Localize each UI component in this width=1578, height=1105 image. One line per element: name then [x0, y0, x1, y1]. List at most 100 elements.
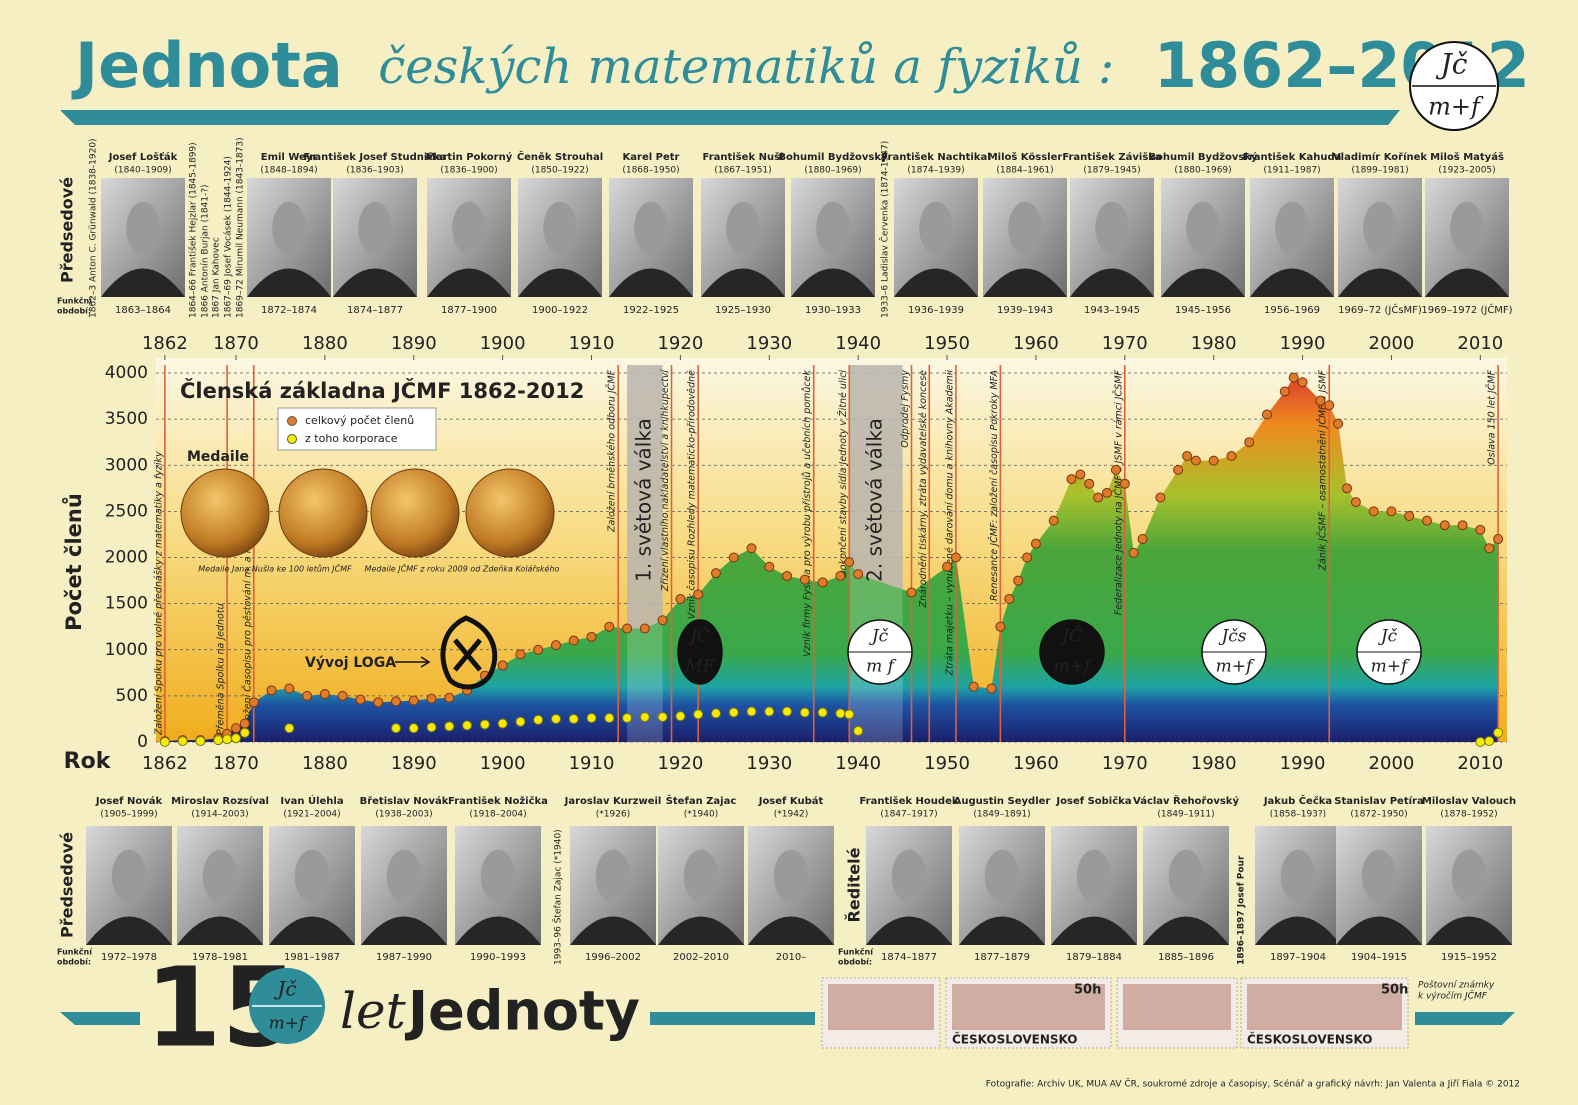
data-point [1404, 510, 1415, 521]
panel-label: Předsedové [58, 177, 77, 283]
person-name: Miroslav Rozsíval [171, 795, 269, 807]
stamps-note: Poštovní známky [1418, 980, 1495, 991]
portrait-face [386, 849, 422, 903]
data-point [390, 723, 401, 734]
stamps-note: k výročím JČMF [1418, 990, 1488, 1002]
person-name: František Kahuda [1243, 151, 1342, 163]
x-tick-label: 2010 [1457, 333, 1503, 354]
person-life: (1899–1981) [1351, 166, 1408, 176]
data-point [1279, 386, 1290, 397]
data-point [1030, 538, 1041, 549]
person-life: (1874–1939) [907, 166, 964, 176]
stamp-country: ČESKOSLOVENSKO [1247, 1032, 1372, 1047]
data-point [408, 723, 419, 734]
logo-text: MF [684, 657, 715, 677]
y-tick-label: 1000 [105, 640, 148, 660]
x-tick-label: 1940 [835, 753, 881, 774]
side-note: 1933–6 Ladislav Červenka (1874-1947) [879, 141, 891, 318]
person-life: (1905–1999) [100, 810, 157, 820]
person-life: (1849–1911) [1157, 810, 1214, 820]
portrait-face [202, 849, 238, 903]
term-label: období: [57, 958, 91, 967]
person-name: Ivan Úlehla [280, 794, 343, 807]
portrait-face [294, 849, 330, 903]
data-point [639, 623, 650, 634]
person-life: (1938–2003) [375, 810, 432, 820]
x-tick-label: 1930 [746, 753, 792, 774]
x-tick-label: 1980 [1191, 753, 1237, 774]
data-point [159, 737, 170, 747]
portrait-face [1280, 849, 1316, 903]
data-point [1244, 437, 1255, 448]
data-point [622, 713, 633, 724]
portrait-face [634, 201, 668, 255]
medal [180, 468, 270, 558]
person-term: 1945–1956 [1175, 305, 1231, 316]
stamp-value: 50h [1074, 983, 1101, 998]
stamp-value: 50h [1381, 983, 1408, 998]
portrait-face [816, 201, 850, 255]
footer-bar [60, 1012, 140, 1025]
data-point [1226, 451, 1237, 462]
logo-text: Jč [869, 627, 889, 647]
data-point [1333, 418, 1344, 429]
portrait-face [543, 201, 577, 255]
x-tick-label: 1960 [1013, 333, 1059, 354]
portrait-body [894, 268, 978, 297]
person-name: Josef Novák [95, 795, 163, 807]
person-life: (1880–1969) [1174, 166, 1231, 176]
person-term: 1969–72 (JČsMF) [1338, 303, 1422, 316]
x-tick-label: 1970 [1102, 333, 1148, 354]
logo-text: Jč [1378, 627, 1398, 647]
person-name: Emil Weyr [261, 152, 318, 163]
medal-caption: Medaile JČMF z roku 2009 od Zdeňka Kolář… [365, 563, 560, 574]
data-point [1190, 455, 1201, 466]
portrait-body [570, 916, 656, 945]
data-point [986, 683, 997, 694]
logo-text: m+f [1054, 657, 1093, 677]
person-life: (1848–1894) [260, 166, 317, 176]
data-point [444, 721, 455, 732]
portrait-body [959, 916, 1045, 945]
data-point [1475, 737, 1486, 747]
portrait-body [1143, 916, 1229, 945]
data-point [657, 712, 668, 723]
x-tick-label: 1900 [480, 333, 526, 354]
data-point [1208, 455, 1219, 466]
data-point [835, 570, 846, 581]
person-name: Josef Kubát [758, 795, 824, 807]
portrait-body [333, 268, 417, 297]
logo-text: Jčs [1218, 627, 1246, 647]
term-label: Funkční [57, 947, 93, 957]
person-life: (1879–1945) [1083, 166, 1140, 176]
portrait-face [1451, 849, 1487, 903]
historic-logo [440, 615, 498, 690]
title-bold: Jednota [71, 29, 343, 102]
x-tick-label: 1890 [391, 753, 437, 774]
person-term: 1943–1945 [1084, 305, 1140, 316]
data-point [1297, 377, 1308, 388]
data-point [968, 681, 979, 692]
data-point [239, 718, 250, 729]
event-label: Založení brněnského odboru JČMF [606, 369, 618, 533]
data-point [728, 552, 739, 563]
y-tick-label: 3500 [105, 409, 148, 429]
x-tick-label: 1890 [391, 333, 437, 354]
data-point [319, 689, 330, 700]
person-term: 1877–1900 [441, 305, 497, 316]
person-term: 1972–1978 [101, 952, 157, 963]
data-point [195, 736, 206, 747]
data-point [1102, 487, 1113, 498]
person-life: (1850–1922) [531, 166, 588, 176]
portrait-body [748, 916, 834, 945]
x-tick-label: 1862 [142, 333, 188, 354]
data-point [710, 708, 721, 719]
portrait-face [595, 849, 631, 903]
data-point [604, 621, 615, 632]
person-term: 2010– [776, 952, 806, 963]
data-point [239, 727, 250, 738]
person-name: Václav Řehořovský [1133, 794, 1239, 807]
war-label: 2. světová válka [862, 418, 886, 582]
person-term: 1877–1879 [974, 952, 1030, 963]
logo-text: m f [866, 657, 897, 677]
